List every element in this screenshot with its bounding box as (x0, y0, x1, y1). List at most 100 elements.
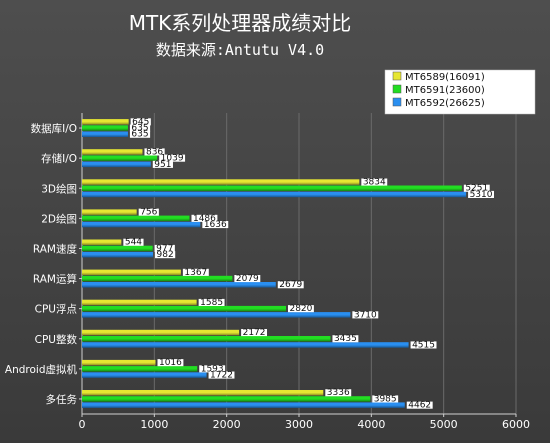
data-label: 2820 (289, 304, 312, 314)
data-label-background (199, 365, 226, 373)
legend-swatch (392, 71, 402, 81)
bar (82, 161, 151, 168)
bar (82, 191, 467, 198)
data-label-background (154, 244, 175, 252)
data-label-background (372, 395, 399, 403)
bar (82, 251, 154, 258)
category-label: CPU浮点 (35, 304, 77, 316)
data-label-background (352, 311, 379, 319)
data-label: 2079 (236, 274, 259, 284)
bar (82, 269, 181, 276)
chart-title: MTK系列处理器成绩对比 (129, 11, 352, 35)
bar (82, 215, 190, 222)
legend-label: MT6592(26625) (405, 98, 485, 109)
data-label-background (208, 371, 235, 379)
data-label-background (144, 148, 165, 156)
x-tick-label: 3000 (285, 418, 313, 431)
bar (82, 402, 405, 408)
data-label: 4462 (408, 401, 431, 411)
data-label: 3985 (374, 394, 397, 404)
bar (82, 131, 128, 137)
data-label-background (325, 389, 352, 397)
data-label: 2172 (243, 328, 266, 338)
data-label: 3336 (327, 388, 350, 398)
data-label-background (468, 190, 494, 198)
data-label-background (463, 184, 490, 192)
data-label: 5310 (470, 190, 493, 200)
data-label: 756 (140, 208, 157, 218)
legend-label: MT6591(23600) (405, 85, 485, 96)
bars (82, 119, 467, 408)
x-tick-labels: 0 1000 2000 3000 4000 5000 6000 (79, 414, 530, 431)
x-tick-label: 1000 (140, 418, 168, 431)
data-label: 3834 (363, 178, 386, 188)
category-label: 存储I/O (41, 152, 77, 165)
data-label-background (129, 130, 151, 138)
bar (82, 245, 153, 252)
bar (82, 372, 207, 378)
data-label: 977 (156, 244, 173, 254)
bar (82, 155, 158, 161)
bar (82, 359, 156, 366)
data-label: 1367 (184, 268, 207, 278)
bar (82, 185, 462, 191)
data-label-background (410, 341, 437, 349)
data-label: 5251 (465, 184, 488, 194)
bar (82, 366, 198, 372)
data-label: 836 (146, 147, 163, 157)
x-tick-label: 2000 (213, 418, 241, 431)
data-label: 1722 (210, 371, 233, 381)
bar (82, 396, 371, 402)
legend: MT6589(16091) MT6591(23600) MT6592(26625) (384, 69, 536, 115)
bar (82, 149, 143, 155)
category-label: 数据库I/O (31, 122, 77, 135)
data-label: 1636 (204, 220, 227, 230)
data-label-background (129, 124, 151, 132)
data-labels: 6456356358361039951383452515310756148616… (123, 117, 494, 411)
data-label: 3435 (334, 334, 357, 344)
bar (82, 305, 286, 312)
data-label-background (138, 208, 159, 216)
bar (82, 179, 360, 185)
category-label: CPU整数 (35, 333, 78, 346)
data-label-background (198, 298, 225, 306)
bar (82, 299, 197, 306)
bar (82, 282, 276, 288)
category-label: 2D绘图 (41, 212, 77, 225)
x-tick-label: 6000 (502, 418, 530, 431)
data-label-background (155, 251, 176, 259)
data-label: 635 (131, 130, 148, 140)
bar (82, 239, 122, 245)
category-label: RAM运算 (33, 273, 77, 286)
legend-swatch (392, 84, 402, 94)
category-label: 多任务 (46, 393, 78, 406)
data-label: 645 (132, 117, 149, 127)
bar (82, 312, 351, 318)
data-label-background (130, 118, 151, 126)
data-label-background (159, 154, 186, 162)
data-label: 982 (157, 250, 174, 260)
chart-subtitle: 数据来源:Antutu V4.0 (156, 41, 324, 59)
data-label-background (332, 335, 359, 343)
legend-label: MT6589(16091) (405, 72, 485, 83)
data-label-background (234, 275, 261, 283)
data-label: 1016 (159, 358, 182, 368)
data-label: 635 (131, 124, 148, 134)
bar (82, 342, 409, 348)
data-label-background (287, 305, 314, 313)
data-label: 951 (154, 160, 171, 170)
data-label-background (202, 221, 229, 229)
data-label: 1593 (201, 364, 224, 374)
category-labels: 数据库I/O 存储I/O 3D绘图 2D绘图 RAM速度 RAM运算 CPU浮点 CPU整数 A… (5, 122, 78, 406)
data-label: 544 (125, 238, 142, 248)
bar (82, 275, 233, 282)
data-label-background (406, 401, 433, 409)
legend-swatch (392, 97, 402, 107)
data-label: 2679 (279, 280, 302, 290)
data-label: 1039 (161, 154, 184, 164)
data-label-background (123, 238, 144, 246)
data-label: 3710 (354, 310, 377, 320)
bar (82, 390, 324, 396)
